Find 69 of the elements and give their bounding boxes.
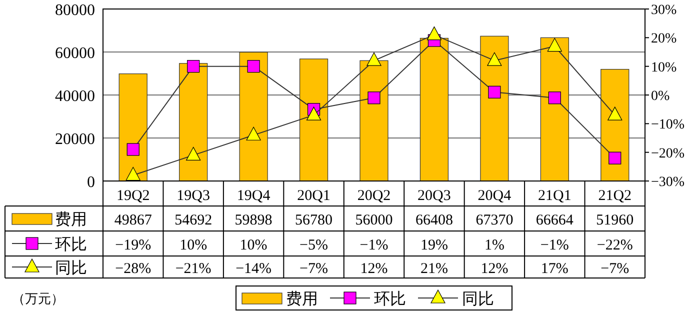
- data-label: −14%: [236, 261, 272, 277]
- data-label: 54692: [174, 212, 212, 228]
- y-tick-label: 80000: [55, 2, 95, 19]
- point: [126, 143, 140, 156]
- y2-tick-label: 0%: [651, 89, 670, 104]
- point: [487, 52, 502, 66]
- point: [247, 60, 260, 73]
- data-label: 66408: [415, 212, 453, 228]
- data-label: −28%: [115, 261, 152, 277]
- x-tick-label: 19Q2: [116, 188, 150, 204]
- point: [246, 126, 261, 140]
- x-tick-label: 19Q4: [236, 188, 271, 204]
- data-label: 12%: [360, 261, 388, 277]
- data-label: 49867: [114, 212, 152, 228]
- legend-label: 环比: [55, 236, 87, 254]
- data-label: 56000: [355, 212, 393, 228]
- x-tick-label: 21Q2: [598, 188, 632, 204]
- data-label: −22%: [596, 238, 633, 254]
- y2-tick-label: 20%: [651, 32, 677, 47]
- point: [488, 86, 501, 98]
- data-label: 10%: [240, 238, 268, 254]
- point: [306, 106, 322, 120]
- data-label: 21%: [420, 261, 448, 277]
- data-label: 10%: [180, 238, 208, 254]
- data-label: −7%: [300, 261, 328, 277]
- x-tick-label: 20Q1: [297, 188, 330, 204]
- y-tick-label: 20000: [55, 131, 95, 148]
- data-label: −5%: [300, 238, 328, 254]
- x-tick-label: 20Q4: [478, 188, 512, 204]
- data-label: 19%: [420, 238, 448, 254]
- point: [186, 146, 201, 160]
- data-label: −21%: [175, 261, 212, 277]
- x-tick-label: 20Q2: [357, 188, 391, 204]
- legend: 费用 环比 同比: [236, 286, 512, 310]
- point: [187, 60, 200, 73]
- text: （万元）: [12, 291, 64, 306]
- x-tick-label: 21Q1: [538, 188, 572, 204]
- data-label: 12%: [480, 261, 508, 277]
- point: [126, 166, 140, 181]
- y2-tick-label: −20%: [651, 146, 685, 162]
- point: [366, 52, 382, 66]
- data-label: −7%: [600, 261, 630, 277]
- data-label: 51960: [596, 212, 634, 228]
- y-tick-label: 40000: [55, 88, 95, 105]
- data-label: 66664: [536, 212, 574, 228]
- y2-tick-label: 10%: [651, 60, 677, 76]
- legend-label: 费用: [55, 210, 87, 228]
- data-label: 1%: [484, 238, 504, 254]
- data-label: 59898: [234, 212, 272, 228]
- y2-tick-label: 30%: [651, 3, 677, 18]
- data-label: 67370: [476, 212, 514, 228]
- point: [426, 26, 442, 40]
- y-tick-label: 60000: [55, 45, 95, 62]
- point: [608, 106, 622, 120]
- y2-tick-label: −30%: [651, 175, 685, 190]
- y-tick-label: 0: [87, 174, 95, 191]
- point: [548, 92, 561, 104]
- data-label: 17%: [540, 261, 568, 277]
- x-tick-label: 20Q3: [418, 188, 451, 204]
- data-label: 56780: [295, 212, 333, 228]
- data-label: −1%: [360, 238, 388, 254]
- point: [547, 38, 562, 52]
- data-label: −19%: [115, 238, 152, 254]
- y2-tick-label: −10%: [651, 118, 685, 133]
- x-tick-label: 19Q3: [176, 188, 210, 204]
- data-label: −1%: [540, 238, 569, 254]
- point: [608, 152, 622, 164]
- legend-label: 同比: [55, 259, 87, 277]
- point: [368, 92, 380, 104]
